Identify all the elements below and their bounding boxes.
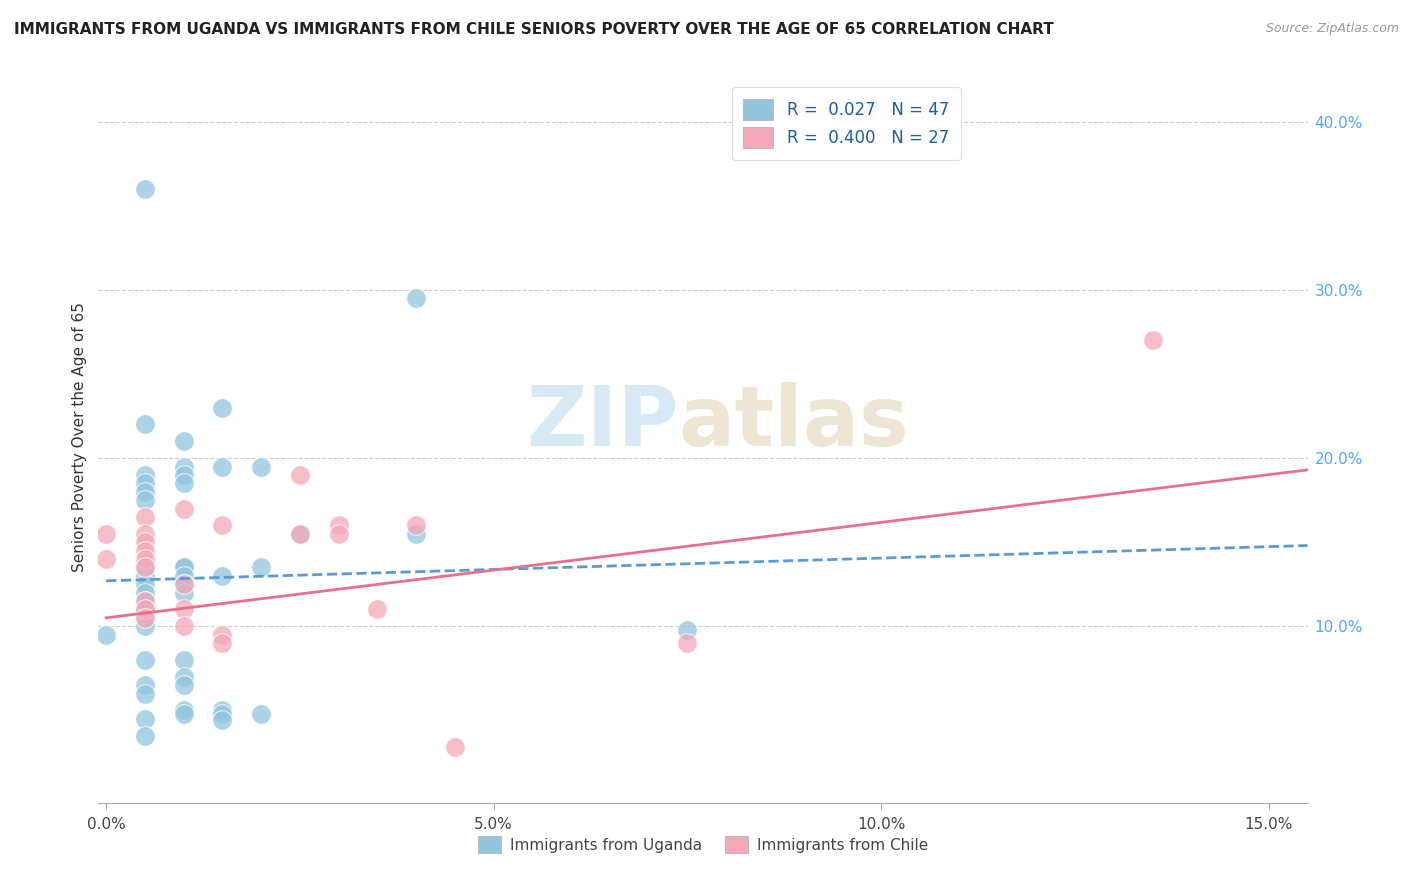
Point	[211, 636, 233, 650]
Point	[328, 518, 350, 533]
Point	[173, 619, 195, 633]
Point	[173, 703, 195, 717]
Point	[96, 526, 118, 541]
Point	[173, 569, 195, 583]
Point	[676, 636, 699, 650]
Point	[134, 526, 156, 541]
Point	[134, 182, 156, 196]
Point	[134, 577, 156, 591]
Point	[134, 467, 156, 482]
Y-axis label: Seniors Poverty Over the Age of 65: Seniors Poverty Over the Age of 65	[72, 302, 87, 572]
Point	[211, 401, 233, 415]
Point	[405, 291, 427, 305]
Point	[211, 703, 233, 717]
Point	[134, 594, 156, 608]
Point	[134, 678, 156, 692]
Legend: Immigrants from Uganda, Immigrants from Chile: Immigrants from Uganda, Immigrants from …	[470, 828, 936, 861]
Point	[173, 653, 195, 667]
Point	[134, 560, 156, 574]
Point	[134, 611, 156, 625]
Point	[134, 476, 156, 491]
Point	[173, 476, 195, 491]
Point	[134, 560, 156, 574]
Point	[173, 670, 195, 684]
Point	[405, 526, 427, 541]
Point	[211, 714, 233, 728]
Point	[173, 560, 195, 574]
Text: Source: ZipAtlas.com: Source: ZipAtlas.com	[1265, 22, 1399, 36]
Point	[134, 510, 156, 524]
Point	[173, 459, 195, 474]
Point	[134, 712, 156, 726]
Point	[134, 602, 156, 616]
Point	[173, 585, 195, 599]
Point	[134, 594, 156, 608]
Point	[211, 627, 233, 641]
Point	[134, 543, 156, 558]
Point	[405, 518, 427, 533]
Point	[288, 467, 311, 482]
Point	[366, 602, 388, 616]
Point	[96, 627, 118, 641]
Point	[250, 560, 273, 574]
Point	[134, 653, 156, 667]
Point	[134, 552, 156, 566]
Text: ZIP: ZIP	[526, 382, 679, 463]
Point	[134, 619, 156, 633]
Point	[173, 577, 195, 591]
Point	[134, 417, 156, 432]
Point	[173, 706, 195, 721]
Point	[288, 526, 311, 541]
Point	[134, 611, 156, 625]
Point	[444, 740, 467, 755]
Point	[173, 560, 195, 574]
Point	[173, 434, 195, 449]
Point	[288, 526, 311, 541]
Point	[250, 706, 273, 721]
Point	[173, 602, 195, 616]
Point	[134, 729, 156, 743]
Text: atlas: atlas	[679, 382, 910, 463]
Point	[173, 501, 195, 516]
Point	[211, 518, 233, 533]
Point	[173, 577, 195, 591]
Point	[211, 459, 233, 474]
Point	[134, 602, 156, 616]
Point	[1142, 334, 1164, 348]
Point	[676, 623, 699, 637]
Point	[134, 493, 156, 508]
Point	[211, 706, 233, 721]
Point	[211, 569, 233, 583]
Point	[328, 526, 350, 541]
Point	[134, 585, 156, 599]
Point	[173, 467, 195, 482]
Point	[96, 552, 118, 566]
Point	[134, 686, 156, 700]
Point	[134, 569, 156, 583]
Point	[134, 484, 156, 499]
Point	[250, 459, 273, 474]
Point	[134, 535, 156, 549]
Point	[173, 678, 195, 692]
Text: IMMIGRANTS FROM UGANDA VS IMMIGRANTS FROM CHILE SENIORS POVERTY OVER THE AGE OF : IMMIGRANTS FROM UGANDA VS IMMIGRANTS FRO…	[14, 22, 1054, 37]
